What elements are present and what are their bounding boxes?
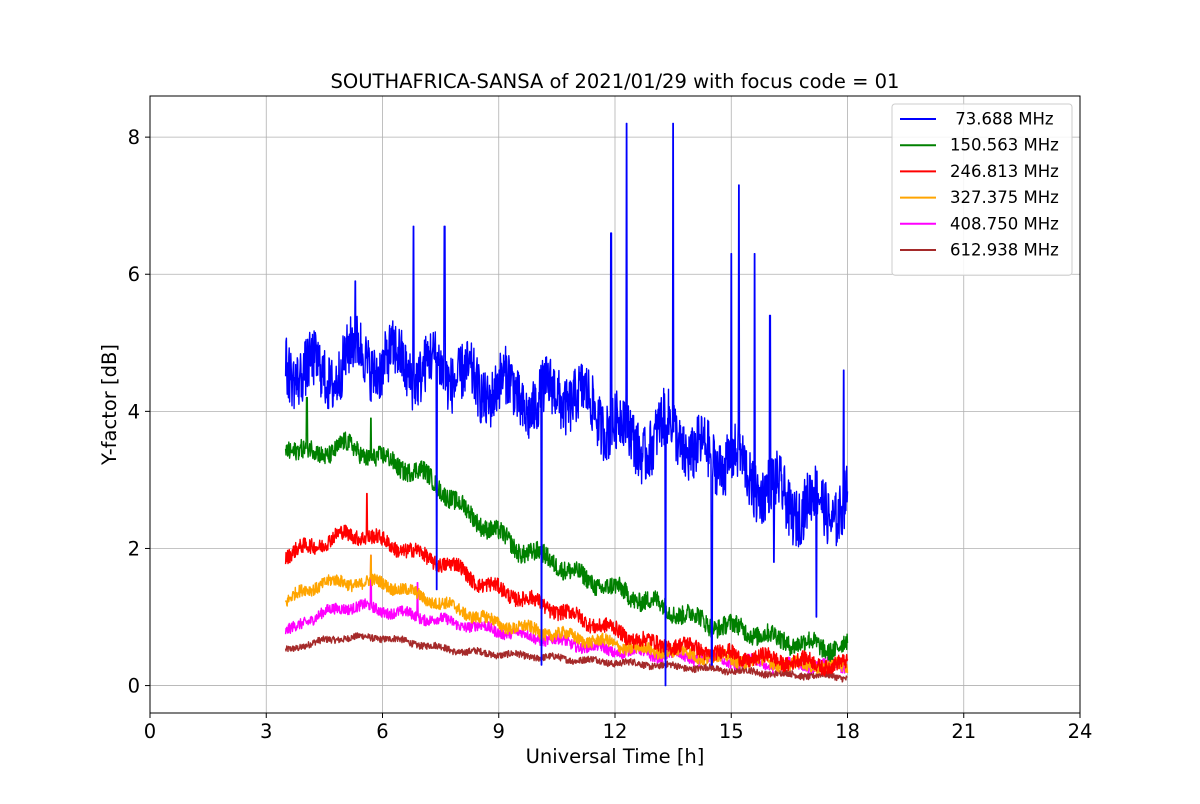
x-tick-label: 18	[835, 720, 860, 743]
x-tick-label: 6	[376, 720, 388, 743]
chart-title: SOUTHAFRICA-SANSA of 2021/01/29 with foc…	[331, 70, 900, 93]
legend-label-3: 327.375 MHz	[950, 188, 1059, 207]
x-tick-label: 3	[260, 720, 272, 743]
legend-label-0: 73.688 MHz	[950, 110, 1054, 129]
y-tick-label: 2	[128, 537, 140, 560]
x-tick-label: 15	[719, 720, 744, 743]
legend-label-1: 150.563 MHz	[950, 136, 1059, 155]
x-tick-label: 21	[951, 720, 976, 743]
y-tick-label: 0	[128, 675, 140, 698]
y-tick-label: 6	[128, 263, 140, 286]
x-tick-label: 0	[144, 720, 156, 743]
x-tick-label: 12	[603, 720, 628, 743]
series-line-5	[284, 632, 848, 683]
legend-box	[891, 103, 1073, 276]
legend-label-4: 408.750 MHz	[950, 214, 1059, 233]
x-axis-label: Universal Time [h]	[526, 745, 705, 768]
series-line-2	[284, 492, 849, 677]
y-tick-label: 8	[128, 126, 140, 149]
y-tick-label: 4	[128, 400, 140, 423]
x-tick-label: 9	[493, 720, 505, 743]
legend: 73.688 MHz 150.563 MHz 246.813 MHz 327.375 …	[891, 103, 1073, 276]
legend-label-5: 612.938 MHz	[950, 241, 1059, 260]
series-line-1	[284, 396, 849, 662]
y-axis-label: Y-factor [dB]	[98, 344, 121, 466]
plot-series	[284, 122, 849, 687]
x-tick-label: 24	[1068, 720, 1093, 743]
legend-label-2: 246.813 MHz	[950, 162, 1059, 181]
series-line-0	[284, 122, 849, 687]
